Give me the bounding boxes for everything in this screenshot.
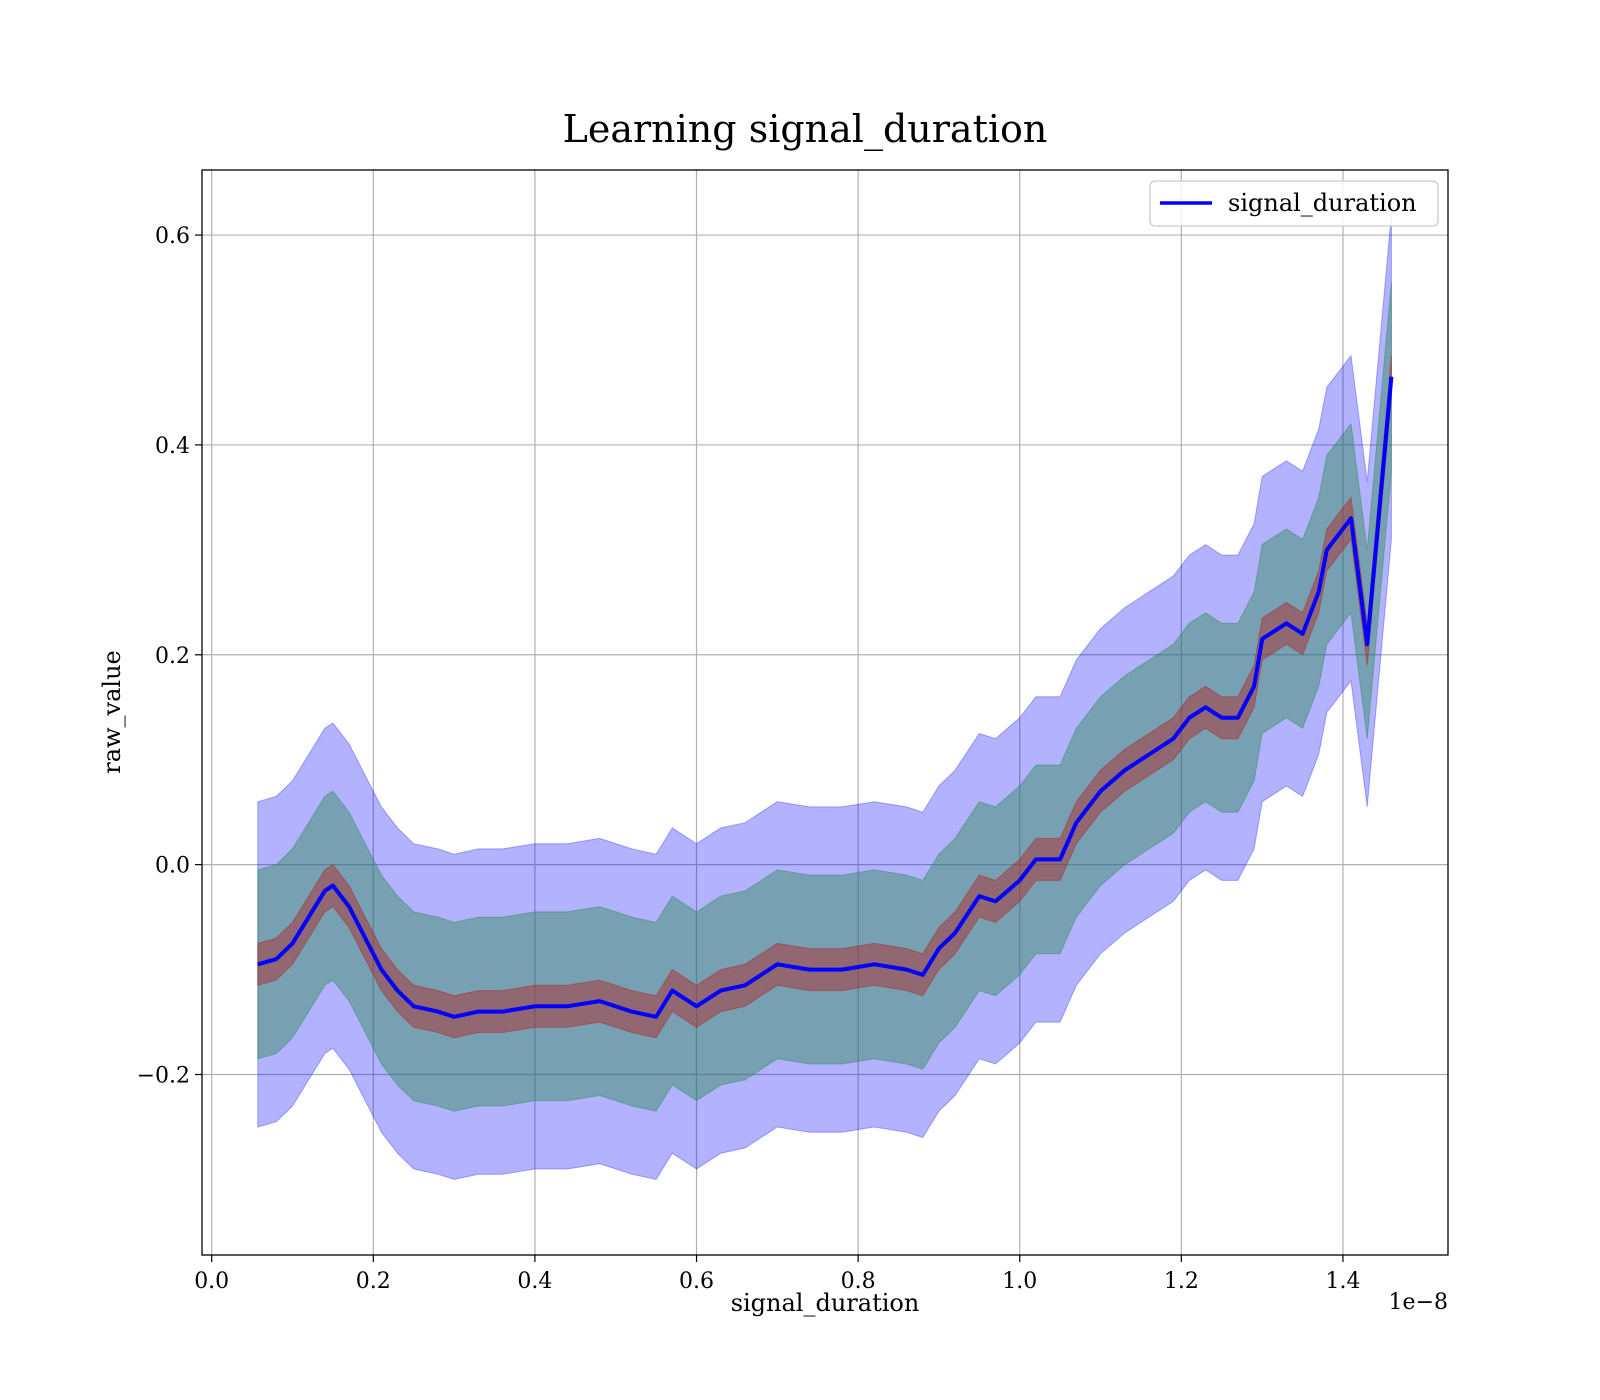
confidence-bands	[257, 214, 1392, 1180]
legend: signal_duration	[1149, 180, 1439, 227]
y-tick-label: 0.0	[155, 854, 190, 879]
x-tick-label: 0.8	[841, 1269, 876, 1294]
outer-band	[257, 214, 1392, 1180]
x-tick-label: 0.0	[194, 1269, 229, 1294]
x-tick-label: 1.4	[1325, 1269, 1360, 1294]
legend-label: signal_duration	[1228, 189, 1417, 217]
y-tick-label: −0.2	[137, 1064, 190, 1089]
x-axis-label: signal_duration	[731, 1289, 920, 1317]
x-tick-label: 0.4	[517, 1269, 552, 1294]
axis-ticks: 0.0 0.2 0.4 0.6 0.8 1.0 1.2 1.4 −0.2 0.0 0.2 0.4 0.6	[137, 224, 1361, 1294]
y-axis-label: raw_value	[98, 650, 126, 774]
x-offset-label: 1e−8	[1389, 1290, 1448, 1315]
y-tick-label: 0.6	[155, 224, 190, 249]
x-tick-label: 0.6	[679, 1269, 714, 1294]
x-tick-label: 0.2	[356, 1269, 391, 1294]
y-tick-label: 0.2	[155, 644, 190, 669]
chart-title: Learning signal_duration	[563, 107, 1048, 152]
series-line-0	[257, 376, 1394, 1019]
y-tick-label: 0.4	[155, 434, 190, 459]
x-tick-label: 1.2	[1164, 1269, 1199, 1294]
plot-frame	[201, 169, 1449, 1256]
middle-band	[257, 282, 1392, 1112]
grid	[202, 170, 1448, 1255]
legend-box	[1149, 180, 1439, 227]
x-tick-label: 1.0	[1002, 1269, 1037, 1294]
series-lines	[257, 376, 1394, 1019]
